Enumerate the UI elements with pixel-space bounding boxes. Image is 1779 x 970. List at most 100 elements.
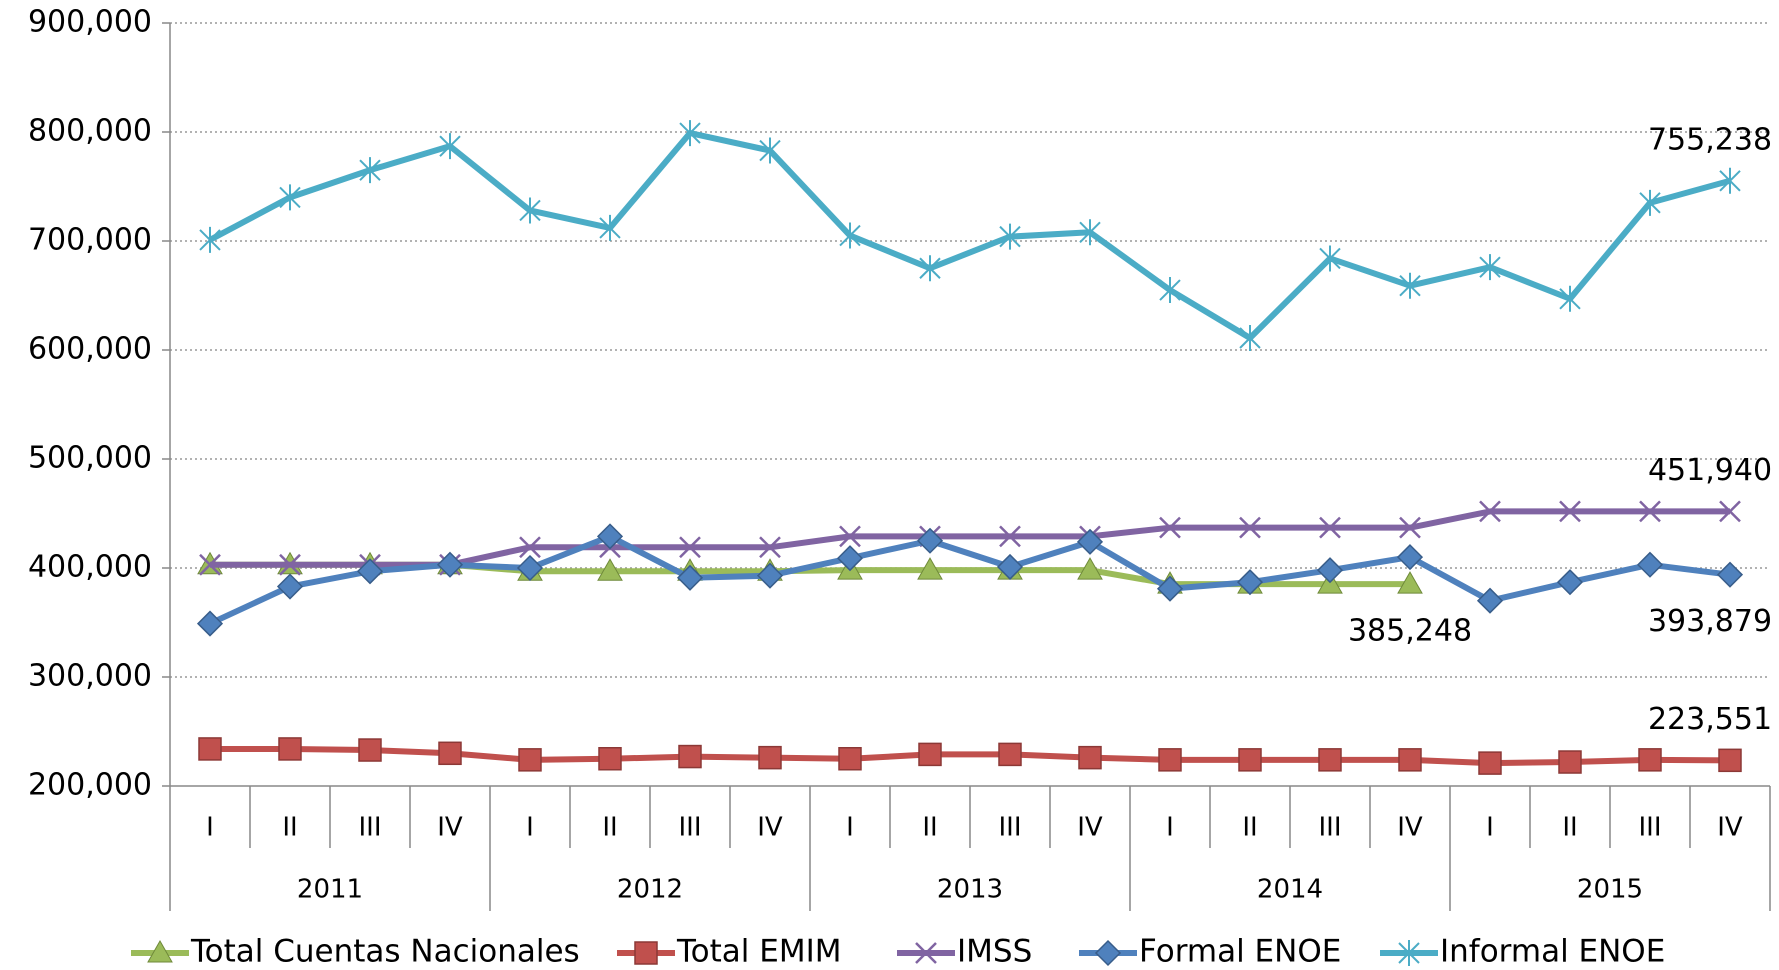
- x-tick-label: II: [1562, 813, 1577, 843]
- marker: [1559, 500, 1581, 523]
- marker: [1236, 569, 1264, 596]
- marker: [279, 184, 301, 211]
- marker: [836, 545, 864, 572]
- marker: [1318, 748, 1342, 772]
- marker: [1719, 167, 1741, 194]
- marker: [759, 137, 781, 164]
- marker: [1078, 745, 1102, 770]
- y-tick-label: 600,000: [28, 332, 152, 367]
- marker: [1319, 245, 1341, 272]
- marker: [839, 222, 861, 249]
- legend-item: IMSS: [897, 934, 1032, 970]
- x-tick-label: III: [998, 813, 1021, 843]
- marker: [679, 536, 701, 559]
- marker: [679, 120, 701, 147]
- legend-label: Total Cuentas Nacionales: [190, 934, 580, 970]
- y-tick-label: 400,000: [28, 550, 152, 585]
- marker: [1636, 551, 1664, 578]
- marker: [918, 742, 942, 767]
- marker: [1638, 748, 1662, 772]
- x-tick-label: I: [206, 813, 214, 843]
- series-line: [210, 508, 1730, 568]
- marker: [759, 536, 781, 559]
- x-tick-label: IV: [1397, 813, 1423, 843]
- marker: [1476, 587, 1504, 614]
- marker: [199, 553, 221, 576]
- marker: [356, 558, 384, 585]
- x-tick-label: I: [526, 813, 534, 843]
- marker: [676, 564, 704, 591]
- marker: [999, 223, 1021, 250]
- legend-marker: [634, 941, 658, 965]
- marker: [1398, 748, 1422, 772]
- marker: [598, 747, 622, 771]
- x-tick-label: IV: [1077, 813, 1103, 843]
- legend-marker: [147, 939, 173, 963]
- marker: [916, 527, 944, 554]
- marker: [1158, 748, 1182, 772]
- marker: [917, 557, 943, 580]
- x-tick-label: III: [1638, 813, 1661, 843]
- y-tick-label: 900,000: [28, 5, 152, 40]
- series-line: [210, 745, 1731, 767]
- legend-label: Informal ENOE: [1440, 934, 1665, 970]
- marker: [439, 133, 461, 160]
- series-line: [208, 130, 1731, 342]
- marker: [279, 553, 301, 576]
- marker: [1399, 516, 1421, 539]
- marker: [1159, 516, 1181, 539]
- x-group-label: 2014: [1257, 875, 1323, 905]
- marker: [1159, 277, 1181, 304]
- marker: [1396, 544, 1424, 571]
- marker: [596, 523, 624, 550]
- x-group-label: 2013: [937, 875, 1003, 905]
- marker: [1077, 557, 1103, 580]
- legend-item: Informal ENOE: [1380, 934, 1665, 970]
- legend-label: Total EMIM: [676, 934, 841, 970]
- marker: [1479, 500, 1501, 523]
- x-tick-label: I: [1166, 813, 1174, 843]
- marker: [1559, 285, 1581, 312]
- marker: [1399, 272, 1421, 299]
- x-group-label: 2011: [297, 875, 363, 905]
- x-tick-label: III: [678, 813, 701, 843]
- y-tick-label: 300,000: [28, 659, 152, 694]
- y-tick-label: 200,000: [28, 768, 152, 803]
- marker: [1079, 219, 1101, 246]
- legend-item: Total EMIM: [617, 934, 841, 970]
- x-tick-label: II: [922, 813, 937, 843]
- marker: [516, 554, 544, 582]
- marker: [1239, 325, 1261, 352]
- marker: [1558, 750, 1582, 774]
- data-label: 393,879: [1648, 604, 1772, 639]
- x-tick-label: III: [1318, 813, 1341, 843]
- marker: [1319, 516, 1341, 539]
- marker: [519, 536, 541, 559]
- marker: [1076, 528, 1104, 555]
- x-tick-label: IV: [757, 813, 783, 843]
- marker: [998, 742, 1022, 767]
- marker: [1156, 575, 1184, 602]
- data-label: 223,551: [1648, 702, 1772, 737]
- x-group-label: 2012: [617, 875, 683, 905]
- marker: [1397, 571, 1423, 594]
- x-tick-label: II: [1242, 813, 1257, 843]
- legend-marker: [915, 942, 937, 964]
- data-label: 451,940: [1648, 453, 1772, 488]
- marker: [1478, 751, 1502, 775]
- marker: [597, 558, 623, 581]
- marker: [599, 214, 621, 241]
- legend-label: IMSS: [957, 934, 1032, 970]
- marker: [519, 197, 541, 224]
- marker: [919, 255, 941, 282]
- marker: [436, 551, 464, 578]
- marker: [1239, 516, 1261, 539]
- legend-item: Formal ENOE: [1079, 934, 1341, 970]
- marker: [1639, 189, 1661, 216]
- y-tick-label: 500,000: [28, 441, 152, 476]
- x-tick-label: I: [1486, 813, 1494, 843]
- marker: [1639, 500, 1661, 523]
- marker: [198, 737, 222, 761]
